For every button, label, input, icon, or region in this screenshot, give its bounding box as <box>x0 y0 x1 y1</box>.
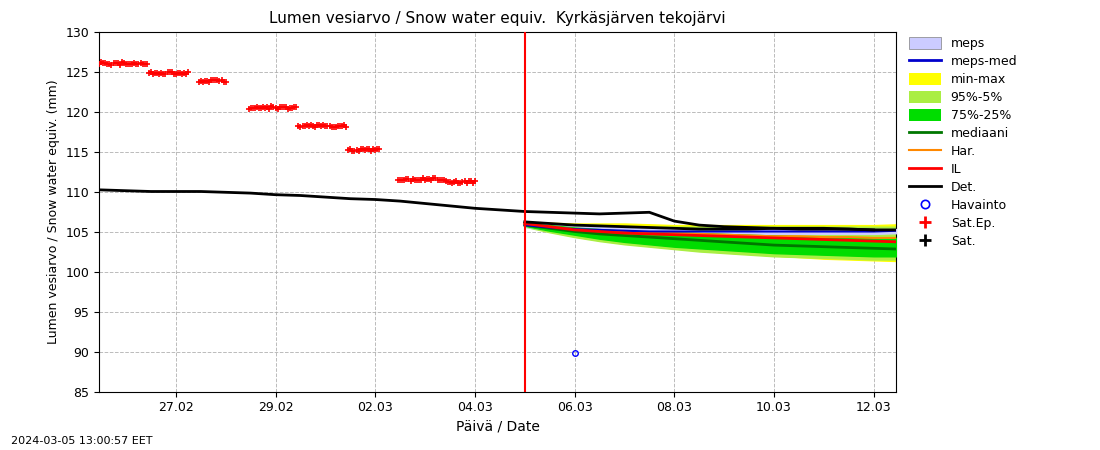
Legend: meps, meps-med, min-max, 95%-5%, 75%-25%, mediaani, Har., IL, Det., Havainto, Sa: meps, meps-med, min-max, 95%-5%, 75%-25%… <box>904 32 1022 253</box>
Title: Lumen vesiarvo / Snow water equiv.  Kyrkäsjärven tekojärvi: Lumen vesiarvo / Snow water equiv. Kyrkä… <box>270 11 726 26</box>
Y-axis label: Lumen vesiarvo / Snow water equiv. (mm): Lumen vesiarvo / Snow water equiv. (mm) <box>47 79 59 344</box>
Text: 2024-03-05 13:00:57 EET: 2024-03-05 13:00:57 EET <box>11 436 153 446</box>
X-axis label: Päivä / Date: Päivä / Date <box>455 420 540 434</box>
